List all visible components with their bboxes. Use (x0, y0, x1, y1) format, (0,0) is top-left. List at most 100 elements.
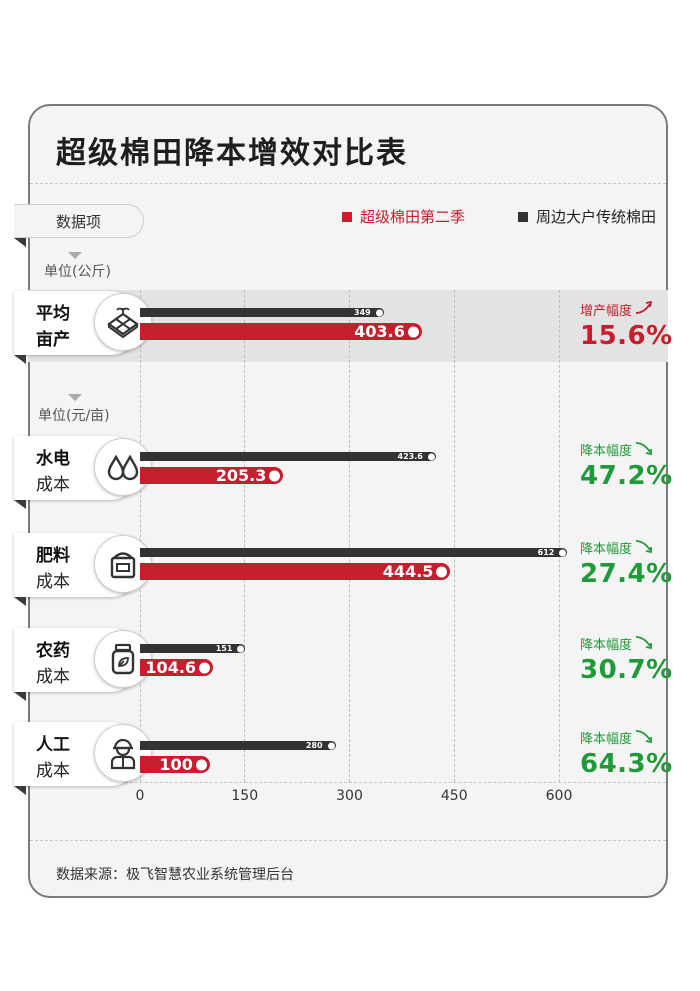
change-value: 64.3% (580, 749, 673, 779)
arrow-down-icon (635, 539, 653, 557)
unit-cost-arrow (68, 394, 82, 401)
change-label: 降本幅度 (580, 638, 633, 653)
bar-super-field-3: 104.6 (140, 658, 214, 677)
category-labor-line2: 成本 (36, 761, 70, 781)
arrow-down-icon (635, 635, 653, 653)
change-indicator-4: 降本幅度 64.3% (580, 728, 680, 779)
unit-yield-arrow (68, 252, 82, 259)
change-value: 47.2% (580, 461, 673, 491)
category-fertilizer-fold (14, 597, 26, 606)
x-tick-label: 600 (545, 788, 573, 804)
bar-traditional-2: 612 (140, 548, 568, 557)
footer-divider (30, 840, 666, 841)
bar-label-super-field-1: 205.3 (215, 466, 267, 485)
bar-label-super-field-0: 403.6 (354, 322, 405, 341)
bar-knob (436, 566, 448, 577)
change-indicator-2: 降本幅度 27.4% (580, 538, 680, 589)
grid-line-300 (349, 290, 350, 782)
x-tick-label: 450 (440, 788, 468, 804)
legend-label-red: 超级棉田第二季 (360, 208, 466, 226)
category-yield-line2: 亩产 (36, 330, 70, 350)
bar-traditional-1: 423.6 (140, 452, 436, 461)
change-value: 30.7% (580, 655, 673, 685)
category-utility: 水电 成本 (14, 436, 152, 500)
bar-knob (269, 470, 281, 481)
grid-line-150 (244, 290, 245, 782)
axis-baseline (30, 782, 666, 783)
change-indicator-0: 增产幅度 15.6% (580, 300, 680, 351)
unit-cost-label: 单位(元/亩) (38, 408, 110, 424)
bar-super-field-4: 100 (140, 756, 210, 773)
bar-knob (427, 453, 435, 460)
change-label: 降本幅度 (580, 444, 633, 459)
worker-icon (94, 724, 152, 782)
bar-label-traditional-3: 151 (215, 644, 233, 653)
bar-knob (407, 326, 419, 337)
grid-field-icon (94, 293, 152, 351)
grid-line-0 (140, 290, 141, 782)
category-fertilizer: 肥料 成本 (14, 533, 152, 597)
category-labor: 人工 成本 (14, 722, 152, 786)
bar-traditional-4: 280 (140, 741, 336, 750)
category-yield-fold (14, 355, 26, 364)
bar-traditional-3: 151 (140, 644, 246, 653)
category-utility-line2: 成本 (36, 475, 70, 495)
category-labor-line1: 人工 (36, 735, 70, 755)
chart-title: 超级棉田降本增效对比表 (56, 136, 408, 171)
data-source: 数据来源：极飞智慧农业系统管理后台 (56, 867, 294, 883)
bar-knob (237, 645, 245, 652)
legend-item-red: 超级棉田第二季 (342, 206, 465, 227)
arrow-up-icon (635, 300, 653, 319)
bar-super-field-2: 444.5 (140, 562, 451, 581)
bar-knob (327, 742, 335, 749)
change-label: 降本幅度 (580, 542, 633, 557)
category-pesticide: 农药 成本 (14, 628, 152, 692)
unit-yield-label: 单位(公斤) (44, 264, 111, 280)
change-value: 15.6% (580, 321, 673, 351)
bar-knob (195, 759, 207, 770)
category-fertilizer-line2: 成本 (36, 572, 70, 592)
title-divider (30, 183, 666, 184)
change-value: 27.4% (580, 559, 673, 589)
category-pesticide-line1: 农药 (36, 641, 70, 661)
bar-label-traditional-1: 423.6 (397, 452, 423, 461)
bar-traditional-0: 349 (140, 308, 384, 317)
change-indicator-1: 降本幅度 47.2% (580, 440, 680, 491)
category-pesticide-fold (14, 692, 26, 701)
grid-line-600 (559, 290, 560, 782)
x-tick-label: 300 (336, 788, 363, 804)
bar-knob (199, 662, 211, 673)
category-pesticide-line2: 成本 (36, 667, 70, 687)
bar-label-traditional-4: 280 (305, 741, 323, 750)
category-utility-line1: 水电 (36, 449, 70, 469)
category-yield: 平均 亩产 (14, 291, 152, 355)
bar-label-traditional-2: 612 (537, 548, 555, 557)
arrow-down-icon (635, 729, 653, 747)
bar-label-super-field-2: 444.5 (382, 562, 434, 581)
bar-label-traditional-0: 349 (354, 308, 371, 317)
category-utility-fold (14, 500, 26, 509)
category-fertilizer-line1: 肥料 (36, 546, 70, 566)
x-tick-label: 150 (231, 788, 259, 804)
bar-knob (375, 309, 383, 316)
category-yield-line1: 平均 (36, 304, 70, 324)
x-tick-label: 0 (135, 788, 145, 804)
change-indicator-3: 降本幅度 30.7% (580, 634, 680, 685)
header-item-ribbon: 数据项 (14, 204, 144, 238)
legend-swatch-red (342, 211, 352, 222)
change-label: 增产幅度 (580, 304, 633, 319)
ribbon-fold (14, 238, 26, 247)
bar-super-field-1: 205.3 (140, 466, 284, 485)
bar-label-super-field-4: 100 (159, 755, 193, 774)
bar-knob (559, 549, 567, 556)
grid-line-450 (454, 290, 455, 782)
legend-item-dark: 周边大户传统棉田 (518, 206, 656, 227)
legend-label-dark: 周边大户传统棉田 (536, 208, 657, 226)
category-labor-fold (14, 786, 26, 795)
legend-swatch-dark (518, 211, 528, 222)
bar-label-super-field-3: 104.6 (145, 658, 197, 677)
arrow-down-icon (635, 441, 653, 459)
header-item-label: 数据项 (55, 212, 101, 231)
change-label: 降本幅度 (580, 732, 633, 747)
bar-super-field-0: 403.6 (140, 323, 422, 340)
